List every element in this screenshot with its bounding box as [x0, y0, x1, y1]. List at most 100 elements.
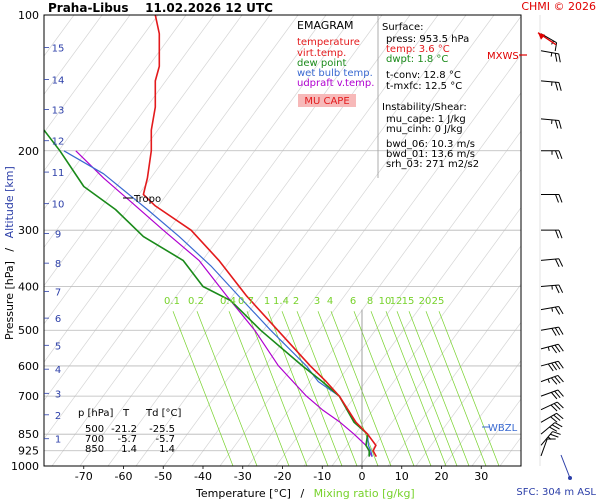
wind-barb-feather	[554, 42, 558, 52]
altitude-label: 15	[52, 43, 65, 54]
temperature-tick-label: 20	[435, 470, 449, 483]
mixing-ratio-label: 12	[390, 296, 403, 307]
mixing-ratio-line	[353, 311, 415, 466]
altitude-label: 1	[55, 435, 61, 446]
wind-barb	[540, 389, 564, 400]
wind-barb-feather	[547, 363, 554, 372]
wind-barb-feather	[554, 422, 563, 428]
mixing-ratio-line	[246, 311, 308, 466]
wind-barb	[540, 412, 564, 423]
mixing-ratio-label: 25	[432, 296, 445, 307]
wind-barb-feather	[558, 194, 563, 203]
altitude-label: 9	[55, 229, 61, 240]
wind-barb-feather	[554, 120, 559, 129]
y-axis-separator: /	[3, 248, 16, 252]
wind-barb-shaft	[540, 80, 559, 83]
dry-adiabat-line	[556, 15, 600, 466]
wind-barb-feather	[550, 392, 558, 400]
pressure-tick-label: 925	[18, 445, 39, 458]
mixing-ratio-line	[425, 311, 487, 466]
dry-adiabat-line	[443, 360, 521, 466]
instability-srh-03: srh_03: 271 m2/s2	[386, 159, 479, 170]
wind-barb	[540, 438, 556, 457]
wind-barb	[540, 431, 561, 446]
wind-barb	[540, 343, 564, 354]
wind-barb-half-feather	[550, 52, 553, 57]
wind-barb-feather	[558, 53, 561, 63]
pressure-tick-label: 850	[18, 428, 39, 441]
altitude-label: 6	[55, 314, 61, 325]
temperature-tick-label: -50	[154, 470, 172, 483]
temperature-tick-label: -10	[313, 470, 331, 483]
tropopause-marker: Tropo	[123, 194, 161, 205]
credit-label: CHMI © 2026	[521, 0, 596, 13]
temperature-tick-label: 0	[359, 470, 366, 483]
x-axis-separator: /	[300, 487, 304, 500]
wind-barb-feather	[552, 431, 561, 435]
table-row-500-t: -21.2	[111, 424, 137, 435]
level-table: p [hPa] T Td [°C] 500 -21.2 -25.5 700 -5…	[78, 408, 182, 455]
wind-barb-feather	[554, 285, 560, 294]
mixing-ratio-line	[385, 311, 447, 466]
pressure-tick-label: 400	[18, 281, 39, 294]
mixing-ratio-label: 10	[379, 296, 392, 307]
surface-heading: Surface:	[382, 22, 423, 33]
table-row-500-p: 500	[85, 424, 104, 435]
wind-barb-feather	[553, 414, 561, 421]
dry-adiabat-line	[528, 15, 600, 466]
dry-adiabat-line	[44, 15, 299, 363]
mixing-ratio-label: 1	[264, 296, 270, 307]
dry-adiabat-line	[359, 245, 521, 466]
wind-barb-feather	[550, 404, 558, 412]
mixing-ratio-label: 15	[402, 296, 415, 307]
dry-adiabat-line	[44, 15, 159, 172]
table-header-td: Td [°C]	[145, 408, 182, 419]
dry-adiabat-line	[135, 15, 467, 466]
dry-adiabat-line	[44, 15, 131, 134]
mixing-ratio-line	[296, 311, 358, 466]
dry-adiabat-line	[44, 15, 187, 210]
wind-barb-feather	[550, 377, 558, 385]
wind-barb-feather	[558, 150, 563, 159]
dry-adiabat-line	[219, 54, 521, 466]
wind-barb-shaft	[540, 50, 559, 55]
wind-barb-feather	[556, 401, 564, 409]
dry-adiabat-line	[415, 321, 521, 466]
temperature-tick-label: -30	[234, 470, 252, 483]
mixing-ratio-line	[172, 311, 234, 466]
wind-barb-feather	[554, 53, 558, 62]
mixing-ratio-line	[330, 311, 392, 466]
pressure-tick-label: 100	[18, 9, 39, 22]
x-axis-temperature-label: Temperature [°C]	[195, 487, 291, 500]
wind-barb-shaft	[540, 118, 559, 121]
wind-barb-feather	[554, 258, 560, 268]
wind-barb	[540, 258, 564, 268]
wind-barb-feather	[557, 343, 564, 352]
y-axis-pressure-label: Pressure [hPa]	[3, 261, 16, 340]
tropopause-label: Tropo	[133, 194, 161, 205]
surface-press: press: 953.5 hPa	[386, 34, 469, 45]
y-axis-altitude-label: Altitude [km]	[3, 166, 16, 238]
mixing-ratio-label: 8	[367, 296, 373, 307]
dry-adiabat-line	[44, 15, 215, 248]
pressure-tick-label: 200	[18, 145, 39, 158]
surface-wind-dot	[568, 476, 572, 480]
mixing-ratio-label: 20	[419, 296, 432, 307]
wind-barb-half-feather	[547, 346, 550, 351]
wind-barb	[540, 305, 564, 315]
wind-barb-feather	[557, 360, 564, 369]
mixing-ratio-label: 0.2	[188, 296, 204, 307]
mixing-ratio-line	[281, 311, 343, 466]
wind-barb-feather	[554, 82, 559, 91]
temperature-tick-label: -40	[194, 470, 212, 483]
wind-barb	[541, 229, 563, 239]
table-row-700-p: 700	[85, 434, 104, 445]
wind-barb-feather	[550, 416, 558, 423]
table-row-700-td: -5.7	[155, 434, 175, 445]
pressure-tick-label: 300	[18, 224, 39, 237]
wind-barb-feather	[551, 345, 558, 354]
mixing-ratio-line	[228, 311, 290, 466]
wind-barb	[540, 401, 564, 412]
mxws-barb-pennant	[538, 32, 545, 40]
